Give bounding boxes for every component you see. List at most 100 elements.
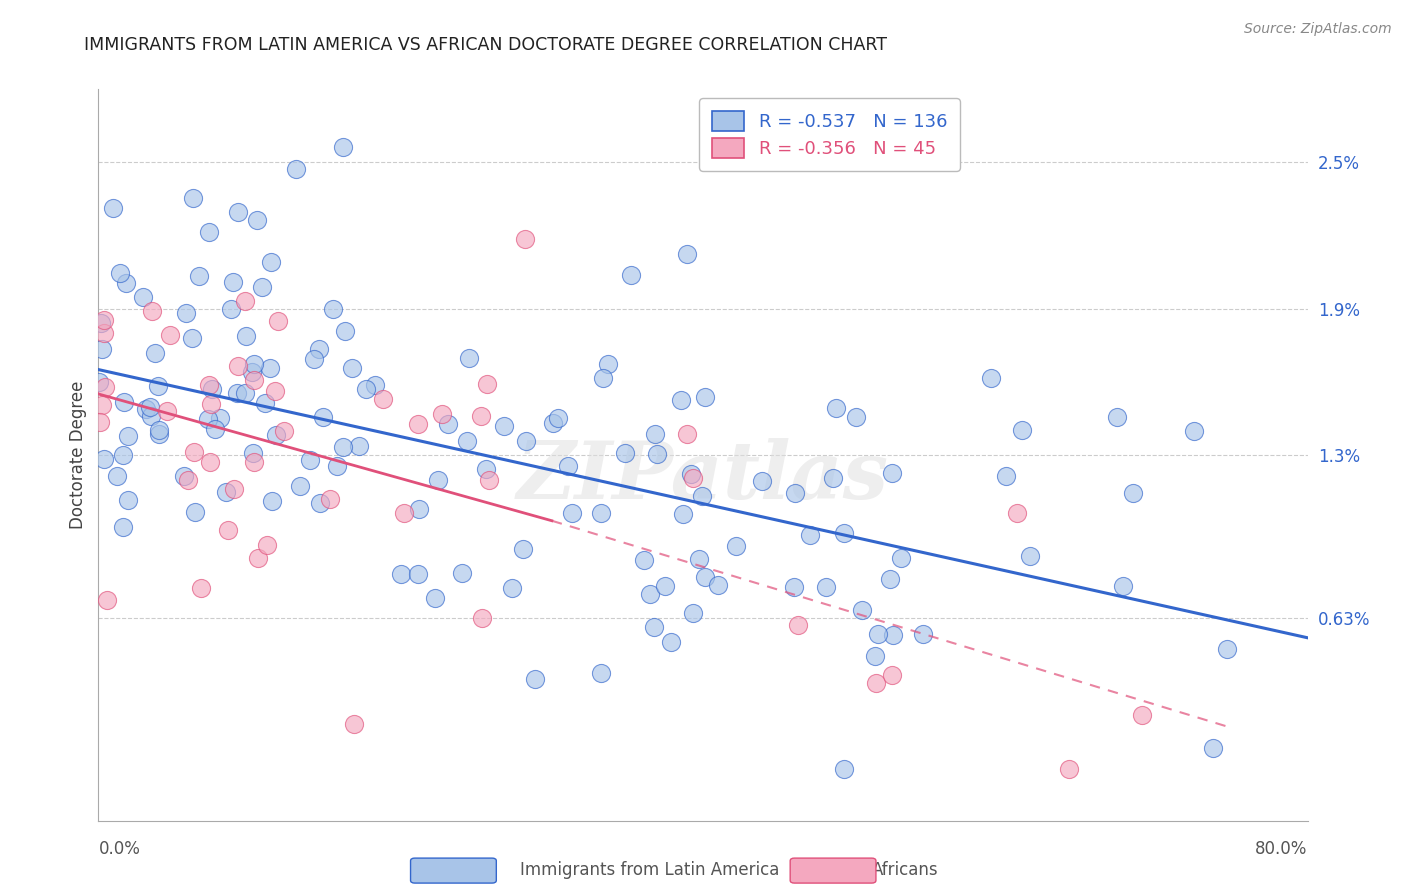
Point [183, 445, 205, 459]
Point [308, 342, 330, 356]
Point [299, 453, 322, 467]
Point [682, 470, 704, 484]
Point [309, 496, 332, 510]
Point [1130, 707, 1153, 722]
Point [226, 204, 249, 219]
Point [260, 493, 283, 508]
Point [198, 377, 221, 392]
Point [342, 360, 364, 375]
Point [347, 439, 370, 453]
Point [141, 304, 163, 318]
Point [90, 317, 112, 331]
Point [201, 382, 224, 396]
Point [851, 602, 873, 616]
Point [1122, 486, 1144, 500]
Point [115, 277, 138, 291]
Point [1216, 642, 1239, 657]
Point [423, 591, 446, 605]
Point [799, 527, 821, 541]
Point [679, 467, 702, 482]
Point [638, 586, 661, 600]
Point [513, 232, 536, 246]
Point [672, 508, 695, 522]
Point [1005, 506, 1028, 520]
Point [882, 628, 904, 642]
Point [288, 478, 311, 492]
Point [643, 620, 665, 634]
Text: 0.0%: 0.0% [98, 840, 141, 858]
Point [832, 525, 855, 540]
Point [89, 415, 111, 429]
Point [868, 627, 890, 641]
Point [783, 485, 806, 500]
Point [250, 279, 273, 293]
Legend: R = -0.537   N = 136, R = -0.356   N = 45: R = -0.537 N = 136, R = -0.356 N = 45 [699, 98, 960, 170]
Point [264, 384, 287, 399]
Point [256, 538, 278, 552]
Point [135, 402, 157, 417]
Point [475, 376, 498, 391]
Point [814, 581, 837, 595]
Point [156, 404, 179, 418]
Point [832, 763, 855, 777]
Point [187, 268, 209, 283]
Point [1112, 579, 1135, 593]
Point [880, 668, 903, 682]
Point [470, 409, 492, 423]
Point [786, 617, 808, 632]
Point [177, 473, 200, 487]
Point [146, 379, 169, 393]
Point [264, 428, 287, 442]
Point [364, 377, 387, 392]
Point [267, 314, 290, 328]
Point [451, 566, 474, 580]
Point [682, 606, 704, 620]
Point [821, 471, 844, 485]
Point [260, 255, 283, 269]
Point [209, 411, 232, 425]
Point [1105, 409, 1128, 424]
Point [132, 290, 155, 304]
Point [226, 359, 249, 374]
Point [91, 398, 114, 412]
Point [302, 352, 325, 367]
Point [176, 306, 198, 320]
Text: Source: ZipAtlas.com: Source: ZipAtlas.com [1244, 22, 1392, 37]
Point [103, 201, 125, 215]
Point [221, 301, 243, 316]
Point [197, 411, 219, 425]
Point [139, 400, 162, 414]
Text: Africans: Africans [872, 861, 938, 879]
Point [471, 610, 494, 624]
Point [690, 489, 713, 503]
Point [865, 675, 887, 690]
Point [392, 506, 415, 520]
Point [148, 427, 170, 442]
Point [318, 491, 340, 506]
Point [197, 225, 219, 239]
Point [198, 455, 221, 469]
Point [596, 357, 619, 371]
Point [980, 371, 1002, 385]
Point [426, 473, 449, 487]
Point [312, 409, 335, 424]
Point [890, 550, 912, 565]
Point [408, 502, 430, 516]
Point [233, 293, 256, 308]
Point [406, 566, 429, 581]
Point [333, 324, 356, 338]
Point [285, 162, 308, 177]
Point [93, 451, 115, 466]
Point [326, 459, 349, 474]
Point [688, 552, 710, 566]
Point [117, 429, 139, 443]
Point [173, 469, 195, 483]
Y-axis label: Doctorate Degree: Doctorate Degree [69, 381, 87, 529]
Point [273, 424, 295, 438]
Point [845, 409, 868, 424]
Point [332, 139, 354, 153]
Point [117, 492, 139, 507]
Point [478, 474, 501, 488]
Point [93, 326, 115, 341]
Point [222, 482, 245, 496]
